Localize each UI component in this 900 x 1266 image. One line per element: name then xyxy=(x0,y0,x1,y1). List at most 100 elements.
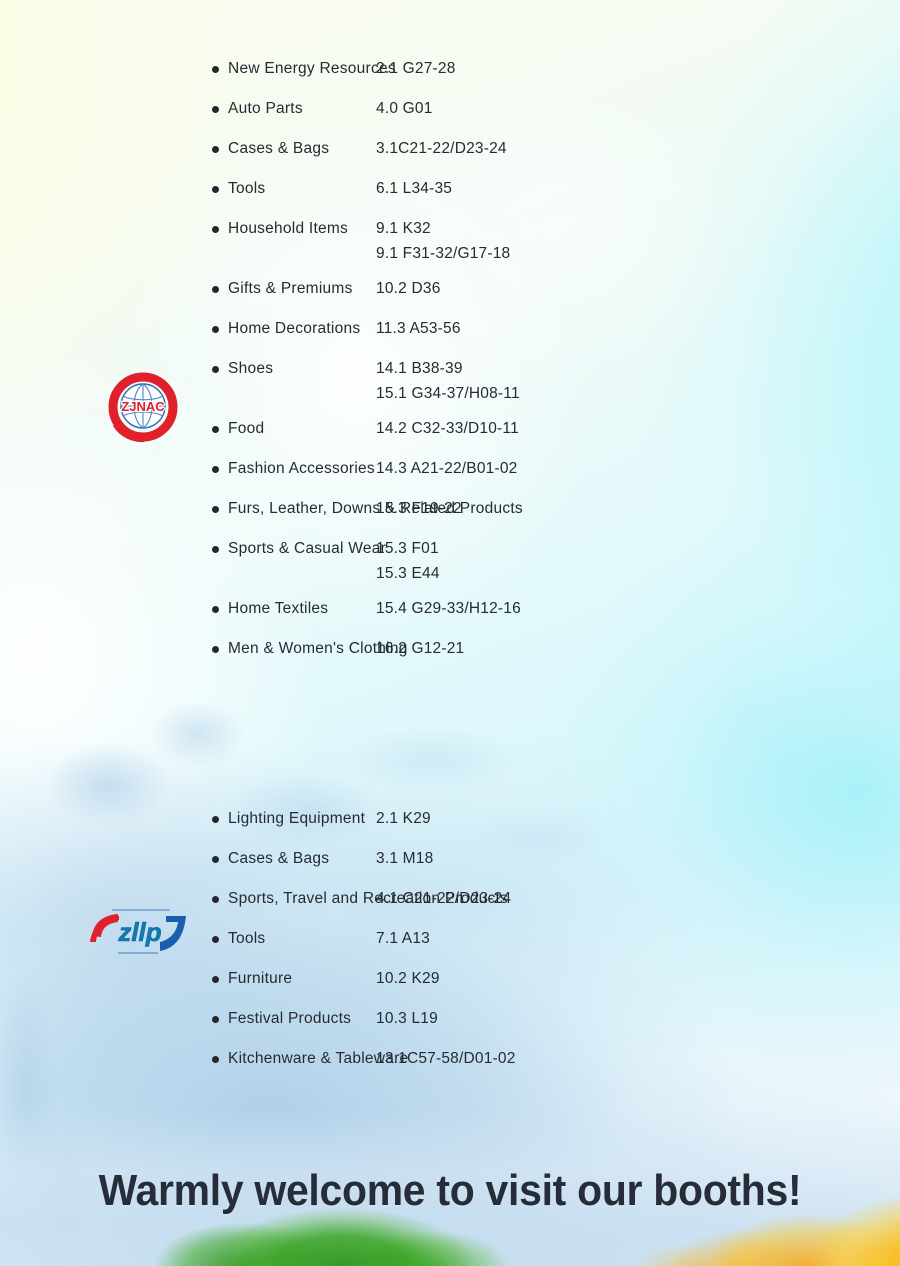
category-cell: Furs, Leather, Downs & Related Products xyxy=(0,498,523,519)
booth-row: Sports & Casual Wear 15.3 F01 15.3 E44 xyxy=(0,538,900,584)
category-label: Shoes xyxy=(228,360,274,377)
category-cell: Sports, Travel and Recreation Products xyxy=(0,888,508,909)
booth-row: Tools 6.1 L34-35 xyxy=(0,178,900,199)
booth-number: 15.4 G29-33/H12-16 xyxy=(376,600,521,617)
booth-number: 4.0 G01 xyxy=(376,100,433,117)
booth-row: Festival Products 10.3 L19 xyxy=(0,1008,900,1029)
booth-row: Sports, Travel and Recreation Products 4.… xyxy=(0,888,900,909)
category-label: Food xyxy=(228,420,265,437)
category-label: Cases & Bags xyxy=(228,850,330,867)
category-cell: Tools xyxy=(0,928,376,949)
booth-number: 2.1 G27-28 xyxy=(376,60,456,77)
bullet-icon xyxy=(212,106,219,113)
category-label: Home Textiles xyxy=(228,600,329,617)
category-label: Kitchenware & Tableware xyxy=(228,1050,409,1067)
booth-row: Food 14.2 C32-33/D10-11 xyxy=(0,418,900,439)
bullet-icon xyxy=(212,1016,219,1023)
bullet-icon xyxy=(212,606,219,613)
bullet-icon xyxy=(212,186,219,193)
booth-number: 15.1 G34-37/H08-11 xyxy=(376,385,520,402)
booth-number: 15.3 E44 xyxy=(376,565,440,582)
booth-number: 10.3 L19 xyxy=(376,1010,438,1027)
bullet-icon xyxy=(212,466,219,473)
booth-row: Furniture 10.2 K29 xyxy=(0,968,900,989)
bullet-icon xyxy=(212,816,219,823)
bullet-icon xyxy=(212,856,219,863)
booth-row: Household Items 9.1 K32 9.1 F31-32/G17-18 xyxy=(0,218,900,264)
category-cell: Kitchenware & Tableware xyxy=(0,1048,408,1069)
booth-number: 7.1 A13 xyxy=(376,930,430,947)
booth-row: Cases & Bags 3.1 M18 xyxy=(0,848,900,869)
category-cell: Cases & Bags xyxy=(0,848,376,869)
booth-row: Lighting Equipment 2.1 K29 xyxy=(0,808,900,829)
booth-number-cell: 14.3 A21-22/B01-02 xyxy=(376,458,900,479)
category-label: Household Items xyxy=(228,220,349,237)
category-cell: Sports & Casual Wear xyxy=(0,538,386,559)
zllp-logo-text: zllp xyxy=(117,917,161,947)
category-cell: Cases & Bags xyxy=(0,138,376,159)
bullet-icon xyxy=(212,1056,219,1063)
category-cell: Food xyxy=(0,418,376,439)
booth-number-cell: 16.2 G12-21 xyxy=(376,638,900,659)
category-cell: Home Decorations xyxy=(0,318,376,339)
booth-number: 14.2 C32-33/D10-11 xyxy=(376,420,519,437)
booth-number-cell: 9.1 K32 9.1 F31-32/G17-18 xyxy=(376,218,900,264)
bullet-icon xyxy=(212,286,219,293)
booth-number-cell: 15.3 F19-22 xyxy=(376,498,900,519)
booth-number-cell: 3.1C21-22/D23-24 xyxy=(376,138,900,159)
booth-number-cell: 6.1 L34-35 xyxy=(376,178,900,199)
category-cell: Men & Women's Clothing xyxy=(0,638,407,659)
booth-row: Kitchenware & Tableware 13.1C57-58/D01-02 xyxy=(0,1048,900,1069)
bullet-icon xyxy=(212,896,219,903)
category-label: Furniture xyxy=(228,970,293,987)
category-label: Lighting Equipment xyxy=(228,810,366,827)
booth-row: Home Textiles 15.4 G29-33/H12-16 xyxy=(0,598,900,619)
booth-number-cell: 7.1 A13 xyxy=(376,928,900,949)
booth-number-cell: 2.1 K29 xyxy=(376,808,900,829)
booth-number: 4.1 C21-22/D23-24 xyxy=(376,890,512,907)
booth-number: 10.2 K29 xyxy=(376,970,440,987)
category-label: Tools xyxy=(228,930,266,947)
booth-group-2: Lighting Equipment 2.1 K29 Cases & Bags 3.1… xyxy=(0,808,900,1088)
booth-number: 11.3 A53-56 xyxy=(376,320,461,337)
category-label: Cases & Bags xyxy=(228,140,330,157)
booth-number-cell: 2.1 G27-28 xyxy=(376,58,900,79)
zllp-logo: zllp xyxy=(88,906,192,958)
booth-number-cell: 10.2 K29 xyxy=(376,968,900,989)
booth-row: New Energy Resources 2.1 G27-28 xyxy=(0,58,900,79)
category-label: Auto Parts xyxy=(228,100,303,117)
booth-number-cell: 14.2 C32-33/D10-11 xyxy=(376,418,900,439)
booth-row: Men & Women's Clothing 16.2 G12-21 xyxy=(0,638,900,659)
booth-row: Tools 7.1 A13 xyxy=(0,928,900,949)
booth-row: Furs, Leather, Downs & Related Products 1… xyxy=(0,498,900,519)
bullet-icon xyxy=(212,646,219,653)
bullet-icon xyxy=(212,426,219,433)
category-cell: Fashion Accessories xyxy=(0,458,376,479)
category-cell: Household Items xyxy=(0,218,376,239)
booth-number-cell: 10.2 D36 xyxy=(376,278,900,299)
bullet-icon xyxy=(212,976,219,983)
category-label: Sports, Travel and Recreation Products xyxy=(228,890,509,907)
category-cell: Festival Products xyxy=(0,1008,376,1029)
category-cell: Gifts & Premiums xyxy=(0,278,376,299)
bullet-icon xyxy=(212,226,219,233)
zjnac-logo-text: ZJNAC xyxy=(121,399,165,414)
category-cell: Auto Parts xyxy=(0,98,376,119)
headline: Warmly welcome to visit our booths! xyxy=(98,1166,802,1215)
category-cell: Tools xyxy=(0,178,376,199)
booth-number: 10.2 D36 xyxy=(376,280,441,297)
booth-number: 14.3 A21-22/B01-02 xyxy=(376,460,518,477)
zjnac-logo: ZJNAC xyxy=(104,368,182,446)
booth-number: 15.3 F19-22 xyxy=(376,500,462,517)
category-label: Home Decorations xyxy=(228,320,361,337)
booth-number-cell: 4.1 C21-22/D23-24 xyxy=(376,888,900,909)
booth-number: 3.1 M18 xyxy=(376,850,434,867)
booth-number: 9.1 K32 xyxy=(376,220,431,237)
category-label: Men & Women's Clothing xyxy=(228,640,408,657)
booth-number-cell: 13.1C57-58/D01-02 xyxy=(376,1048,900,1069)
booth-number-cell: 11.3 A53-56 xyxy=(376,318,900,339)
bullet-icon xyxy=(212,326,219,333)
category-label: Fashion Accessories xyxy=(228,460,375,477)
